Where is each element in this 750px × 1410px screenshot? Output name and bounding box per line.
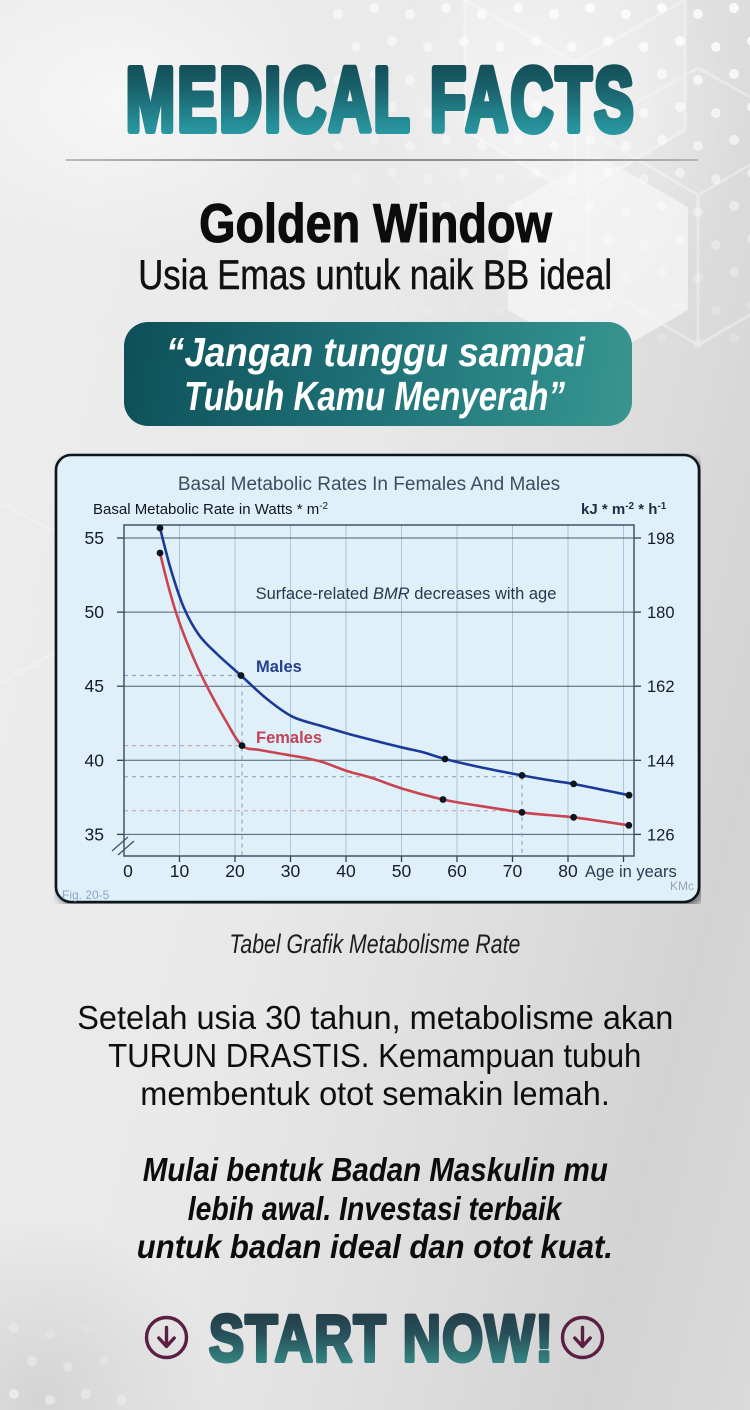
svg-text:Males: Males	[256, 658, 302, 676]
svg-text:80: 80	[558, 861, 578, 881]
svg-text:50: 50	[392, 861, 412, 881]
svg-text:198: 198	[647, 530, 675, 548]
svg-text:20: 20	[225, 861, 245, 881]
svg-text:55: 55	[85, 528, 104, 548]
svg-text:kJ * m-2 * h-1: kJ * m-2 * h-1	[581, 501, 667, 518]
svg-text:0: 0	[123, 861, 133, 881]
svg-text:40: 40	[336, 861, 356, 881]
svg-text:162: 162	[647, 678, 675, 696]
svg-text:MEDICAL FACTS: MEDICAL FACTS	[126, 50, 636, 145]
svg-text:KMc: KMc	[670, 879, 694, 893]
svg-text:Females: Females	[256, 729, 322, 747]
svg-text:10: 10	[170, 861, 190, 881]
svg-text:45: 45	[85, 676, 104, 696]
svg-text:Basal Metabolic Rates In Femal: Basal Metabolic Rates In Females And Mal…	[178, 474, 560, 495]
svg-text:30: 30	[281, 861, 301, 881]
svg-text:Basal Metabolic Rate in Watts: Basal Metabolic Rate in Watts * m-2	[93, 501, 329, 518]
svg-text:144: 144	[647, 752, 675, 770]
svg-text:70: 70	[503, 861, 523, 881]
svg-text:180: 180	[647, 604, 675, 622]
svg-text:35: 35	[85, 824, 104, 844]
svg-text:Age in years: Age in years	[585, 863, 677, 881]
svg-text:50: 50	[85, 602, 105, 622]
svg-text:126: 126	[647, 826, 675, 844]
svg-text:40: 40	[85, 750, 105, 770]
svg-text:START NOW!: START NOW!	[209, 1301, 554, 1375]
svg-text:Fig. 20-5: Fig. 20-5	[62, 888, 110, 902]
svg-text:Surface-related BMR decreases: Surface-related BMR decreases with age	[256, 585, 557, 603]
svg-text:60: 60	[447, 861, 467, 881]
